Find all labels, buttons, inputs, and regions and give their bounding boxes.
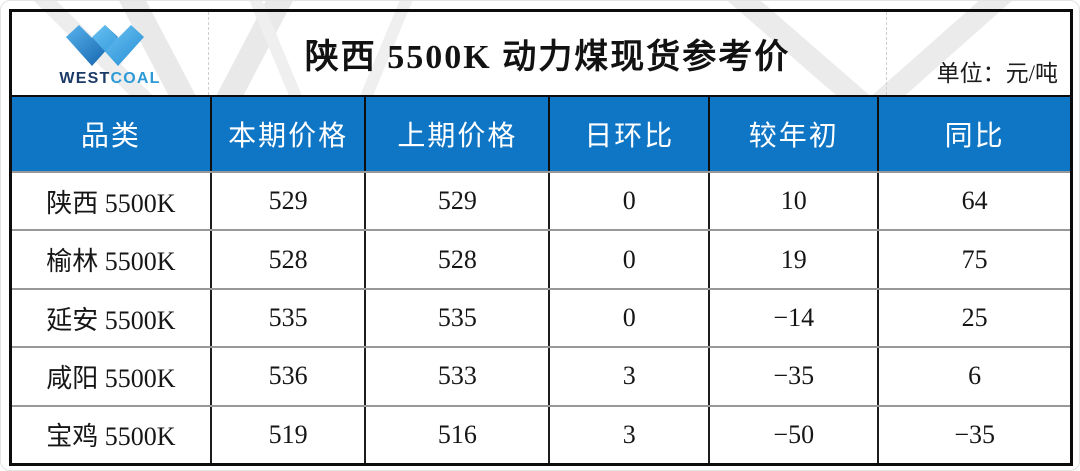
value-cell: 529	[209, 173, 364, 230]
value-cell: 0	[548, 231, 708, 288]
value-cell: −14	[708, 289, 877, 347]
westcoal-logo: WESTCOAL	[12, 12, 209, 95]
category-cell: 陕西 5500K	[46, 188, 176, 218]
value-cell: 528	[209, 231, 364, 288]
value-cell: 516	[364, 406, 548, 464]
value-cell: −35	[877, 406, 1070, 464]
table-row: 咸阳 5500K 536 533 3 −35 6	[12, 346, 1070, 405]
westcoal-wordmark: WESTCOAL	[59, 71, 160, 87]
column-header-ytd-change: 较年初	[708, 97, 877, 171]
westcoal-w-chevrons-icon	[66, 25, 144, 66]
value-cell: 75	[877, 231, 1070, 288]
column-header-current-price: 本期价格	[209, 97, 364, 171]
table-row: 宝鸡 5500K 519 516 3 −50 −35	[12, 404, 1070, 464]
value-cell: 3	[548, 406, 708, 464]
column-header-yoy-change: 同比	[877, 97, 1070, 171]
price-table-frame: WESTCOAL 陕西 5500K 动力煤现货参考价 单位：元/吨 品类 本期价…	[9, 9, 1073, 466]
table-title-band: WESTCOAL 陕西 5500K 动力煤现货参考价 单位：元/吨	[12, 12, 1070, 95]
page-title: 陕西 5500K 动力煤现货参考价	[304, 39, 791, 76]
category-cell: 延安 5500K	[46, 305, 176, 335]
value-cell: 19	[708, 231, 877, 288]
category-cell: 榆林 5500K	[46, 247, 176, 277]
value-cell: 10	[708, 173, 877, 230]
value-cell: 3	[548, 348, 708, 405]
column-header-daily-change: 日环比	[548, 97, 708, 171]
value-cell: −35	[708, 348, 877, 405]
value-cell: 535	[364, 289, 548, 347]
category-cell: 宝鸡 5500K	[46, 422, 176, 452]
value-cell: −50	[708, 406, 877, 464]
title-cell: 陕西 5500K 动力煤现货参考价	[209, 12, 886, 95]
wordmark-coal: COAL	[110, 70, 161, 87]
value-cell: 533	[364, 348, 548, 405]
column-header-category: 品类	[80, 121, 141, 152]
value-cell: 0	[548, 173, 708, 230]
value-cell: 528	[364, 231, 548, 288]
table-row: 榆林 5500K 528 528 0 19 75	[12, 229, 1070, 288]
table-header-row: 品类 本期价格 上期价格 日环比 较年初 同比	[12, 95, 1070, 171]
table-row: 延安 5500K 535 535 0 −14 25	[12, 287, 1070, 347]
column-header-prev-price: 上期价格	[364, 97, 548, 171]
wordmark-west: WEST	[59, 70, 111, 87]
unit-cell: 单位：元/吨	[886, 12, 1070, 95]
value-cell: 64	[877, 173, 1070, 230]
value-cell: 0	[548, 289, 708, 347]
table-body: 陕西 5500K 529 529 0 10 64 榆林 5500K 528 528 0 19 75 延安…	[12, 171, 1070, 464]
value-cell: 536	[209, 348, 364, 405]
unit-label: 单位：元/吨	[936, 61, 1058, 86]
table-row: 陕西 5500K 529 529 0 10 64	[12, 171, 1070, 230]
value-cell: 529	[364, 173, 548, 230]
value-cell: 519	[209, 406, 364, 464]
value-cell: 535	[209, 289, 364, 347]
value-cell: 6	[877, 348, 1070, 405]
value-cell: 25	[877, 289, 1070, 347]
category-cell: 咸阳 5500K	[46, 363, 176, 393]
